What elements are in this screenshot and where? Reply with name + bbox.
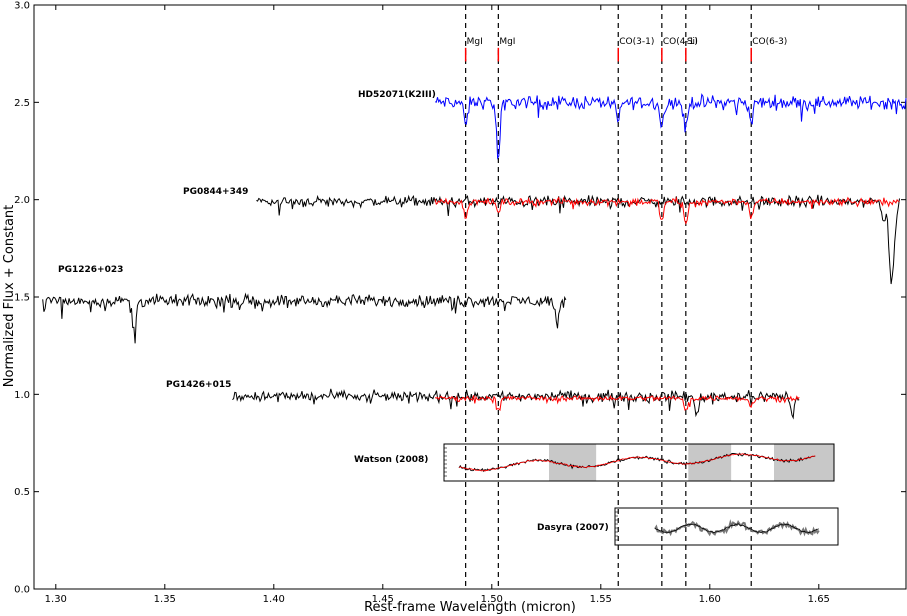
line-marker-label: MgI xyxy=(467,37,483,47)
inset-frame xyxy=(614,507,839,546)
y-tick-label: 3.0 xyxy=(14,1,30,12)
x-tick-label: 1.65 xyxy=(808,594,830,605)
line-marker-label: SiI xyxy=(687,37,698,47)
inset-label: Dasyra (2007) xyxy=(537,523,609,533)
inset-shade xyxy=(549,444,597,481)
inset-spectrum xyxy=(654,519,820,537)
line-marker-label: MgI xyxy=(499,37,515,47)
x-tick-label: 1.35 xyxy=(154,594,176,605)
x-tick-label: 1.50 xyxy=(481,594,503,605)
y-axis-label: Normalized Flux + Constant xyxy=(2,205,17,387)
x-axis-label: Rest-frame Wavelength (micron) xyxy=(364,600,576,615)
x-tick-label: 1.30 xyxy=(45,594,67,605)
spectrum-5 xyxy=(434,394,800,412)
line-marker-label: CO(6-3) xyxy=(752,37,787,47)
y-tick-label: 2.0 xyxy=(14,195,30,206)
y-tick-label: 1.5 xyxy=(14,293,30,304)
x-tick-label: 1.55 xyxy=(590,594,612,605)
spectrum-2 xyxy=(434,196,900,225)
spectrum-4 xyxy=(232,388,800,420)
series-label: PG1226+023 xyxy=(58,265,123,275)
inset-0: Watson (2008) xyxy=(354,443,835,482)
series-label: PG1426+015 xyxy=(166,380,231,390)
y-tick-label: 2.5 xyxy=(14,98,30,109)
line-marker-label: CO(4-1) xyxy=(663,37,698,47)
inset-model xyxy=(654,523,819,534)
plot-frame xyxy=(33,4,907,590)
spectrum-3 xyxy=(42,292,567,344)
x-tick-label: 1.45 xyxy=(372,594,394,605)
line-marker-label: CO(3-1) xyxy=(619,37,654,47)
y-tick-label: 1.0 xyxy=(14,390,30,401)
x-tick-label: 1.40 xyxy=(263,594,285,605)
spectrum-1 xyxy=(256,194,900,285)
y-tick-label: 0.0 xyxy=(14,585,30,596)
inset-shade xyxy=(688,444,732,481)
spectrum-0 xyxy=(434,93,907,160)
x-tick-label: 1.60 xyxy=(699,594,721,605)
inset-1: Dasyra (2007) xyxy=(537,507,839,546)
inset-label: Watson (2008) xyxy=(354,455,428,465)
inset-model xyxy=(458,453,816,472)
series-label: HD52071(K2III) xyxy=(358,90,436,100)
inset-shade xyxy=(774,444,834,481)
series-label: PG0844+349 xyxy=(183,187,248,197)
y-tick-label: 0.5 xyxy=(14,487,30,498)
inset-frame xyxy=(443,443,835,482)
